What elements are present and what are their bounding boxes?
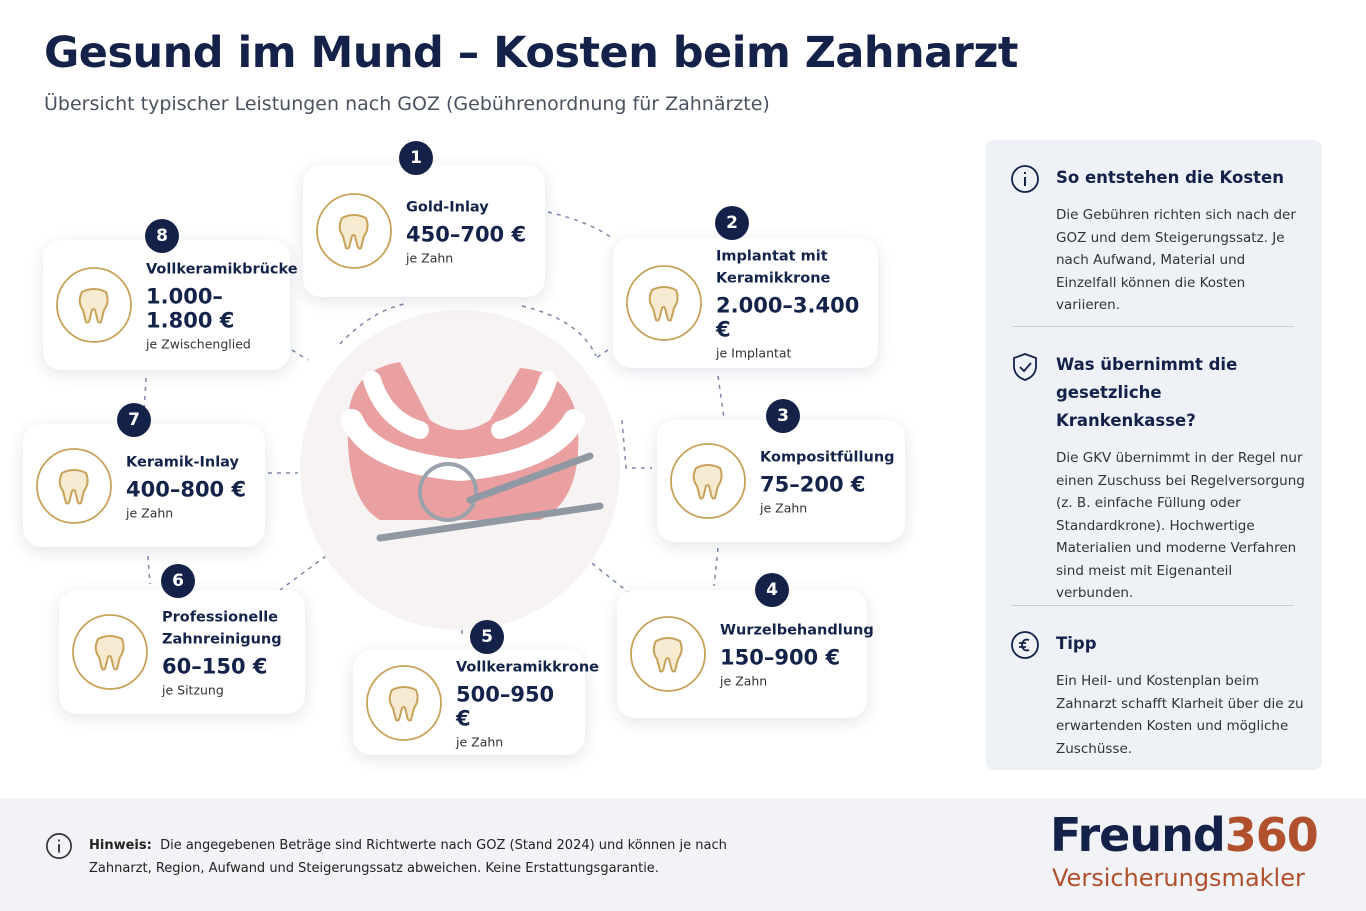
service-price: 75–200 € — [760, 472, 866, 497]
service-name: Vollkeramikkrone — [456, 659, 599, 675]
footer-label: Hinweis: — [89, 838, 152, 853]
service-unit: je Sitzung — [162, 682, 224, 698]
section-text: Die GKV übernimmt in der Regel nur einen… — [1056, 450, 1305, 601]
service-number: 6 — [161, 564, 195, 598]
info-icon — [1011, 165, 1039, 193]
service-name: Keramik-Inlay — [126, 454, 239, 470]
service-name: Vollkeramikbrücke — [146, 261, 298, 278]
service-icon — [670, 443, 746, 519]
section-text: Ein Heil- und Kostenplan beim Zahnarzt s… — [1056, 673, 1304, 757]
jaw-illustration — [341, 362, 604, 542]
service-unit: je Zahn — [406, 250, 454, 266]
service-price: 1.000–1.800 € — [146, 284, 235, 333]
sidebar-section: So entstehen die Kosten Die Gebühren ric… — [1056, 164, 1306, 317]
euro-icon — [1011, 631, 1039, 659]
service-name: Kompositfüllung — [760, 449, 895, 466]
service-icon — [36, 447, 112, 524]
service-icon — [366, 664, 442, 741]
section-heading: So entstehen die Kosten — [1056, 168, 1284, 187]
service-icon — [56, 267, 132, 343]
service-unit: je Zwischenglied — [146, 336, 251, 352]
service-text: Keramik-Inlay 400–800 € je Zahn — [126, 451, 255, 520]
service-text: Wurzelbehandlung 150–900 € je Zahn — [720, 620, 874, 689]
service-number: 8 — [145, 219, 179, 253]
service-price: 500–950 € — [456, 682, 555, 730]
service-text: Vollkeramikbrücke 1.000–1.800 € je Zwische… — [146, 259, 298, 352]
service-number: 5 — [470, 620, 504, 654]
footer — [0, 798, 1366, 911]
service-card: Vollkeramikkrone 500–950 € je Zahn — [353, 650, 599, 755]
service-text: Kompositfüllung 75–200 € je Zahn — [760, 447, 895, 516]
section-text: Die Gebühren richten sich nach der GOZ u… — [1056, 207, 1296, 313]
service-text: Gold-Inlay 450–700 € je Zahn — [406, 197, 535, 266]
logo: Freund360 — [1050, 808, 1319, 862]
service-name: Gold-Inlay — [406, 199, 489, 216]
service-unit: je Zahn — [720, 673, 768, 689]
service-unit: je Zahn — [456, 734, 504, 749]
service-icon — [72, 614, 148, 690]
service-text: Professionelle Zahnreinigung 60–150 € je S… — [162, 607, 295, 698]
service-card: Implantat mit Keramikkrone 2.000–3.400 € j… — [613, 238, 878, 368]
shield-icon — [1013, 353, 1037, 381]
service-icon — [630, 616, 706, 692]
service-number: 4 — [755, 573, 789, 607]
title: Gesund im Mund – Kosten beim Zahnarzt — [44, 28, 1018, 78]
logo-tagline: Versicherungsmakler — [1052, 864, 1305, 892]
divider — [1012, 605, 1294, 606]
service-unit: je Implantat — [716, 345, 792, 361]
service-card: Professionelle Zahnreinigung 60–150 € je S… — [59, 590, 305, 714]
service-number: 3 — [766, 399, 800, 433]
service-price: 2.000–3.400 € — [716, 293, 860, 342]
service-number: 2 — [715, 206, 749, 240]
service-unit: je Zahn — [760, 500, 808, 516]
footer-text: Die angegebenen Beträge sind Richtwerte … — [89, 838, 727, 876]
sidebar-section: Was übernimmt die gesetzliche Krankenkas… — [1056, 351, 1306, 605]
service-price: 150–900 € — [720, 645, 841, 670]
service-number: 7 — [117, 403, 151, 437]
logo-number: 360 — [1224, 808, 1319, 862]
service-icon — [626, 265, 702, 341]
service-card: Kompositfüllung 75–200 € je Zahn — [657, 420, 905, 542]
sidebar: So entstehen die Kosten Die Gebühren ric… — [986, 140, 1322, 770]
connectors — [143, 211, 725, 634]
subtitle: Übersicht typischer Leistungen nach GOZ … — [44, 93, 770, 115]
service-name: Wurzelbehandlung — [720, 622, 874, 639]
service-text: Vollkeramikkrone 500–950 € je Zahn — [456, 656, 599, 749]
service-card: Wurzelbehandlung 150–900 € je Zahn — [617, 590, 874, 718]
logo-brand: Freund — [1050, 808, 1226, 862]
service-unit: je Zahn — [126, 505, 174, 520]
sidebar-section: Tipp Ein Heil- und Kostenplan beim Zahna… — [1056, 630, 1306, 760]
info-icon — [46, 833, 72, 859]
service-card: Keramik-Inlay 400–800 € je Zahn — [23, 424, 265, 547]
service-text: Implantat mit Keramikkrone 2.000–3.400 € j… — [716, 246, 868, 361]
service-name: Professionelle Zahnreinigung — [162, 609, 282, 648]
service-name: Implantat mit Keramikkrone — [716, 248, 831, 287]
service-card: Gold-Inlay 450–700 € je Zahn — [303, 165, 545, 297]
service-price: 450–700 € — [406, 222, 527, 247]
divider — [1012, 326, 1294, 327]
service-card: Vollkeramikbrücke 1.000–1.800 € je Zwische… — [43, 240, 298, 370]
service-number: 1 — [399, 141, 433, 175]
footer-note: Hinweis: Die angegebenen Beträge sind Ri… — [89, 835, 749, 880]
section-heading: Was übernimmt die gesetzliche Krankenkas… — [1056, 355, 1238, 430]
service-price: 400–800 € — [126, 477, 247, 501]
service-icon — [316, 193, 392, 269]
section-heading: Tipp — [1056, 634, 1097, 653]
service-price: 60–150 € — [162, 654, 268, 679]
